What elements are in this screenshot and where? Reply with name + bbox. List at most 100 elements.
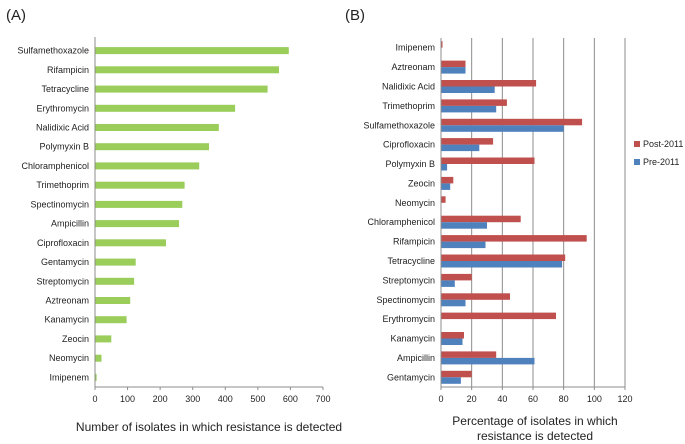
panel-b-x-axis-label-line2: resistance is detected xyxy=(477,429,593,443)
category-label-zeocin: Zeocin xyxy=(408,178,435,188)
panel-a: (A) Sulfamethoxazole Rifampicin Tetracycli… xyxy=(6,7,342,434)
bar-zeocin xyxy=(95,335,112,343)
panel-b: (B) Imipenem Aztreonam Nalidixic Acid Trime… xyxy=(345,7,683,443)
category-label-streptomycin: Streptomycin xyxy=(382,275,435,285)
category-label-nalidixic-acid: Nalidixic Acid xyxy=(382,82,435,92)
bar-pre-2011-ampicillin xyxy=(441,357,535,365)
bar-post-2011-spectinomycin xyxy=(441,293,510,300)
x-tick-label: 100 xyxy=(120,394,135,404)
bar-post-2011-ampicillin xyxy=(441,351,497,358)
category-label-ampicillin: Ampicillin xyxy=(51,219,89,229)
category-label-polymyxin-b: Polymyxin B xyxy=(385,159,435,169)
category-label-imipenem: Imipenem xyxy=(49,372,89,382)
bar-streptomycin xyxy=(95,277,135,285)
bar-post-2011-gentamycin xyxy=(441,370,472,378)
bar-post-2011-chloramphenicol xyxy=(441,215,521,223)
bar-post-2011-ciprofloxacin xyxy=(441,138,494,145)
bar-post-2011-nalidixic-acid xyxy=(441,80,537,87)
bar-pre-2011-tetracycline xyxy=(441,261,563,268)
bar-post-2011-trimethoprim xyxy=(441,99,507,106)
bar-post-2011-erythromycin xyxy=(441,312,556,320)
bar-post-2011-streptomycin xyxy=(441,273,472,281)
bar-pre-2011-chloramphenicol xyxy=(441,222,487,229)
category-label-neomycin: Neomycin xyxy=(395,198,435,208)
panel-b-label: (B) xyxy=(345,7,365,24)
category-label-ciprofloxacin: Ciprofloxacin xyxy=(383,140,435,150)
category-label-neomycin: Neomycin xyxy=(49,353,89,363)
x-tick-label: 20 xyxy=(467,394,477,404)
bar-post-2011-aztreonam xyxy=(441,60,466,68)
bar-chloramphenicol xyxy=(95,162,200,170)
category-label-kanamycin: Kanamycin xyxy=(44,315,89,325)
category-label-tetracycline: Tetracycline xyxy=(387,256,435,266)
x-tick-label: 0 xyxy=(438,394,443,404)
category-label-nalidixic-acid: Nalidixic Acid xyxy=(36,123,89,133)
x-tick-label: 0 xyxy=(92,394,97,404)
panel-a-label: (A) xyxy=(6,7,26,24)
category-label-sulfamethoxazole: Sulfamethoxazole xyxy=(17,46,89,56)
bar-post-2011-zeocin xyxy=(441,176,454,184)
bar-tetracycline xyxy=(95,85,268,93)
bar-post-2011-imipenem xyxy=(441,41,443,48)
x-tick-label: 100 xyxy=(587,394,602,404)
category-label-tetracycline: Tetracycline xyxy=(41,84,89,94)
bar-pre-2011-gentamycin xyxy=(441,377,461,384)
category-label-rifampicin: Rifampicin xyxy=(47,65,89,75)
category-label-imipenem: Imipenem xyxy=(395,43,435,53)
category-label-gentamycin: Gentamycin xyxy=(387,372,435,382)
panel-b-legend: Post-2011 Pre-2011 xyxy=(634,139,683,167)
bar-pre-2011-sulfamethoxazole xyxy=(441,125,564,132)
x-tick-label: 300 xyxy=(185,394,200,404)
bar-aztreonam xyxy=(95,297,131,304)
category-label-erythromycin: Erythromycin xyxy=(382,314,435,324)
bar-gentamycin xyxy=(95,258,136,266)
bar-pre-2011-rifampicin xyxy=(441,241,486,249)
bar-ciprofloxacin xyxy=(95,239,166,247)
category-label-polymyxin-b: Polymyxin B xyxy=(39,142,89,152)
category-label-streptomycin: Streptomycin xyxy=(36,276,89,286)
bar-pre-2011-zeocin xyxy=(441,183,451,190)
x-tick-label: 500 xyxy=(250,394,265,404)
bar-polymyxin-b xyxy=(95,143,209,151)
x-tick-label: 120 xyxy=(617,394,632,404)
bar-pre-2011-nalidixic-acid xyxy=(441,86,495,93)
category-label-aztreonam: Aztreonam xyxy=(391,62,435,72)
bar-neomycin xyxy=(95,354,102,362)
bar-pre-2011-aztreonam xyxy=(441,67,466,74)
bar-pre-2011-spectinomycin xyxy=(441,299,466,307)
x-tick-label: 600 xyxy=(283,394,298,404)
bar-post-2011-kanamycin xyxy=(441,332,464,339)
bar-imipenem xyxy=(95,373,97,381)
category-label-spectinomycin: Spectinomycin xyxy=(376,295,435,305)
bar-kanamycin xyxy=(95,316,127,324)
x-tick-label: 60 xyxy=(528,394,538,404)
category-label-kanamycin: Kanamycin xyxy=(390,334,435,344)
category-label-trimethoprim: Trimethoprim xyxy=(382,101,435,111)
category-label-trimethoprim: Trimethoprim xyxy=(36,180,89,190)
legend-swatch-post-2011 xyxy=(634,141,640,147)
bar-erythromycin xyxy=(95,104,236,112)
panel-b-x-axis-label-line1: Percentage of isolates in which xyxy=(452,414,617,428)
category-label-chloramphenicol: Chloramphenicol xyxy=(367,217,435,227)
x-tick-label: 400 xyxy=(218,394,233,404)
bar-post-2011-neomycin xyxy=(441,196,446,203)
bar-nalidixic-acid xyxy=(95,124,219,131)
bar-post-2011-polymyxin-b xyxy=(441,157,535,164)
category-label-gentamycin: Gentamycin xyxy=(41,257,89,267)
category-label-sulfamethoxazole: Sulfamethoxazole xyxy=(363,120,435,130)
legend-label-post-2011: Post-2011 xyxy=(643,139,683,149)
category-label-ampicillin: Ampicillin xyxy=(397,353,435,363)
bar-sulfamethoxazole xyxy=(95,47,289,55)
bar-pre-2011-trimethoprim xyxy=(441,105,497,113)
bar-rifampicin xyxy=(95,66,279,74)
bar-post-2011-tetracycline xyxy=(441,254,566,261)
panel-a-x-axis-label: Number of isolates in which resistance i… xyxy=(76,420,342,434)
category-label-zeocin: Zeocin xyxy=(62,334,89,344)
bar-pre-2011-streptomycin xyxy=(441,280,455,287)
x-tick-label: 200 xyxy=(153,394,168,404)
x-tick-label: 700 xyxy=(315,394,330,404)
bar-pre-2011-kanamycin xyxy=(441,338,463,345)
category-label-erythromycin: Erythromycin xyxy=(36,103,89,113)
category-label-aztreonam: Aztreonam xyxy=(45,296,89,306)
